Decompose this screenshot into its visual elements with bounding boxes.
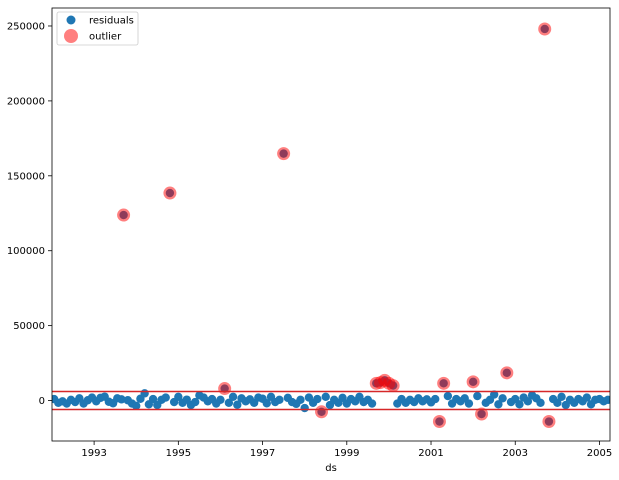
- residual-point-59: [296, 395, 305, 404]
- residual-point-76: [367, 399, 377, 408]
- outlier-point-12: [466, 375, 480, 389]
- residual-point-107: [498, 394, 507, 403]
- outlier-point-15: [538, 22, 552, 36]
- residual-point-91: [431, 394, 440, 404]
- outlier-point-9: [386, 379, 400, 393]
- x-tick-label-2: 1997: [250, 448, 275, 459]
- y-tick-label-1: 50000: [13, 321, 45, 332]
- residual-point-132: [603, 395, 610, 404]
- residual-point-16: [117, 395, 126, 404]
- x-tick-label-0: 1993: [81, 448, 106, 459]
- y-tick-label-4: 200000: [7, 96, 45, 107]
- legend: residuals outlier: [56, 11, 139, 46]
- x-tick-label-5: 2003: [503, 448, 528, 459]
- residual-point-27: [161, 393, 170, 402]
- residual-point-111: [515, 400, 524, 409]
- outlier-point-11: [437, 376, 451, 390]
- outlier-point-2: [218, 382, 232, 396]
- residual-point-44: [233, 400, 242, 409]
- x-axis-label: ds: [325, 463, 337, 474]
- legend-outlier-marker: [64, 29, 78, 43]
- residual-point-94: [443, 391, 453, 401]
- residual-point-22: [140, 389, 149, 398]
- residual-point-99: [464, 399, 474, 408]
- residual-point-127: [582, 393, 592, 402]
- legend-residuals-marker: [66, 15, 76, 25]
- residual-point-113: [523, 397, 533, 406]
- residual-point-120: [553, 398, 562, 407]
- residual-point-105: [489, 390, 499, 399]
- y-tick-label-0: 0: [39, 396, 45, 407]
- residual-point-51: [262, 399, 271, 408]
- residual-point-54: [275, 395, 284, 404]
- x-tick-label-1: 1995: [166, 448, 191, 459]
- residual-point-24: [148, 394, 158, 404]
- residual-point-63: [313, 394, 322, 404]
- plot-frame: [51, 7, 611, 442]
- residual-point-40: [216, 395, 225, 404]
- residual-point-43: [228, 392, 238, 402]
- residual-point-101: [473, 391, 482, 401]
- x-tick-label-4: 2001: [418, 448, 443, 459]
- plot-area: 1993 1995 1997 1999 2001 2003 2005 0 50000 100000…: [7, 7, 612, 459]
- x-tick-label-3: 1999: [334, 448, 359, 459]
- outlier-point-3: [277, 147, 291, 161]
- residual-point-65: [321, 392, 330, 402]
- residual-point-34: [190, 397, 200, 407]
- outlier-point-1: [163, 186, 177, 200]
- residual-point-20: [132, 401, 141, 410]
- residual-point-121: [557, 392, 566, 402]
- residual-point-60: [300, 403, 309, 413]
- residual-point-42: [224, 398, 234, 407]
- outlier-point-0: [117, 208, 131, 222]
- outlier-point-16: [542, 415, 556, 429]
- plot-marks: [52, 22, 610, 429]
- residual-point-106: [494, 400, 503, 409]
- residual-point-30: [174, 392, 183, 402]
- outlier-point-4: [315, 405, 329, 419]
- y-tick-label-3: 150000: [7, 171, 45, 182]
- outlier-point-10: [432, 415, 446, 429]
- outlier-point-13: [475, 407, 489, 421]
- y-tick-label-5: 250000: [7, 21, 45, 32]
- x-tick-label-6: 2005: [587, 448, 612, 459]
- legend-outlier-label: outlier: [89, 32, 122, 43]
- y-tick-label-2: 100000: [7, 246, 45, 257]
- outlier-point-14: [500, 366, 514, 380]
- legend-residuals-label: residuals: [89, 16, 134, 27]
- residual-point-116: [536, 398, 545, 407]
